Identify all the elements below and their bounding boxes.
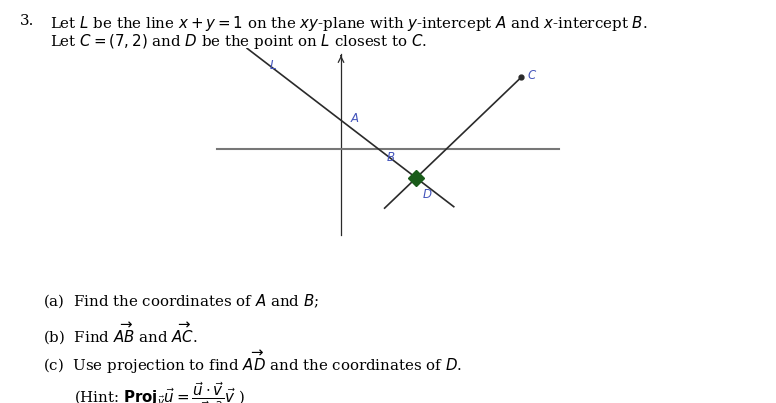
Text: (b)  Find $\overrightarrow{AB}$ and $\overrightarrow{AC}$.: (b) Find $\overrightarrow{AB}$ and $\ove… bbox=[43, 320, 197, 346]
Text: (c)  Use projection to find $\overrightarrow{AD}$ and the coordinates of $D$.: (c) Use projection to find $\overrightar… bbox=[43, 349, 462, 376]
Text: Let $C = (7, 2)$ and $D$ be the point on $L$ closest to $C$.: Let $C = (7, 2)$ and $D$ be the point on… bbox=[50, 32, 428, 51]
Text: $C$: $C$ bbox=[527, 69, 537, 82]
Text: $L$: $L$ bbox=[269, 59, 277, 72]
Text: $B$: $B$ bbox=[386, 152, 396, 164]
Text: $A$: $A$ bbox=[351, 112, 360, 125]
Text: Let $L$ be the line $x + y = 1$ on the $xy$-plane with $y$-intercept $A$ and $x$: Let $L$ be the line $x + y = 1$ on the $… bbox=[50, 14, 648, 33]
Text: $D$: $D$ bbox=[422, 188, 432, 201]
Text: 3.: 3. bbox=[19, 14, 34, 28]
Text: (a)  Find the coordinates of $A$ and $B$;: (a) Find the coordinates of $A$ and $B$; bbox=[43, 292, 319, 310]
Text: (Hint: $\mathbf{Proj}_{\vec{v}}\vec{u} = \dfrac{\vec{u} \cdot \vec{v}}{\|\vec{v}: (Hint: $\mathbf{Proj}_{\vec{v}}\vec{u} =… bbox=[74, 381, 245, 403]
